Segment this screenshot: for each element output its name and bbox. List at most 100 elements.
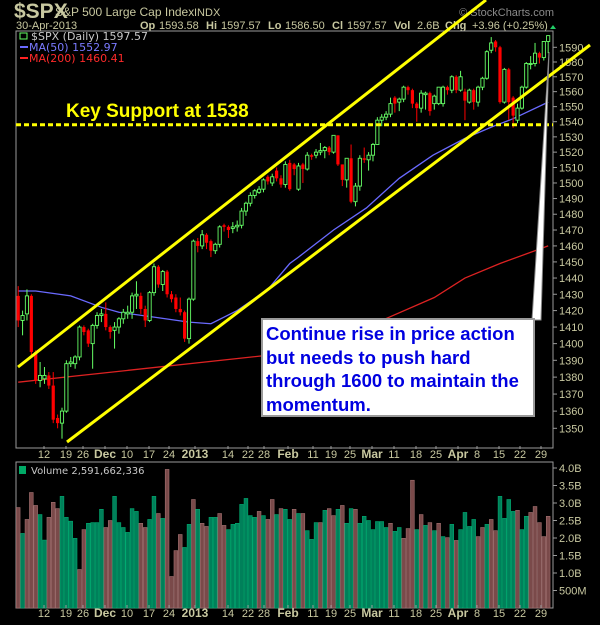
date-tick-label: 25 <box>430 608 442 620</box>
candle <box>99 308 104 323</box>
candle <box>428 91 432 116</box>
candle <box>541 40 546 61</box>
price-tick-label: 1570 <box>559 72 583 84</box>
candle <box>406 85 410 95</box>
volume-bar <box>169 576 174 609</box>
candle-body <box>515 107 520 121</box>
candle <box>34 350 38 384</box>
volume-bar <box>453 540 459 609</box>
volume-bar <box>151 496 157 609</box>
date-tick-label: Apr <box>448 606 469 620</box>
candle-body <box>362 158 366 160</box>
date-tick-label: Feb <box>277 606 298 620</box>
candle-body <box>56 417 60 424</box>
volume-tick-label: 4.0B <box>559 463 582 475</box>
candle <box>156 265 160 288</box>
candle-body <box>186 298 192 340</box>
candle-body <box>393 97 397 104</box>
candle-body <box>178 308 182 313</box>
candle <box>16 286 20 328</box>
candle <box>213 242 218 254</box>
candle-body <box>507 69 511 103</box>
change-value: +3.96 (+0.25%) <box>472 20 548 32</box>
price-tick-label: 1500 <box>559 178 583 190</box>
volume-bar <box>173 550 179 609</box>
candle-body <box>86 330 90 344</box>
volume-bar <box>515 510 520 609</box>
candle-body <box>370 144 376 156</box>
candle <box>217 225 222 248</box>
candle <box>261 178 266 193</box>
price-tick-label: 1420 <box>559 306 583 318</box>
candle-body <box>108 327 112 333</box>
candle <box>47 372 51 389</box>
volume-bar <box>226 529 231 609</box>
volume-bar <box>143 527 148 609</box>
volume-bar <box>107 520 113 609</box>
candle-body <box>174 297 178 309</box>
candle <box>494 39 498 52</box>
candle <box>296 162 301 191</box>
candle <box>305 152 310 171</box>
price-tick-label: 1390 <box>559 355 583 367</box>
price-tick-label: 1370 <box>559 389 583 401</box>
volume-bar <box>20 533 25 609</box>
volume-bar <box>440 536 446 609</box>
date-tick-label: 22 <box>242 608 254 620</box>
candle-body <box>467 89 472 103</box>
volume-bar <box>445 537 450 609</box>
volume-bar <box>112 496 117 609</box>
volume-bar <box>458 529 463 609</box>
candle <box>301 162 305 183</box>
candle <box>436 86 441 106</box>
close-label: Cl <box>332 20 343 32</box>
candle <box>191 239 196 301</box>
volume-bar <box>42 539 47 609</box>
candle-body <box>82 327 86 333</box>
volume-bar <box>493 530 498 609</box>
candle-body <box>29 295 33 352</box>
candle-body <box>502 68 507 103</box>
date-tick-label: 10 <box>121 608 133 620</box>
volume-bar <box>252 517 257 609</box>
volume-bar <box>524 515 529 609</box>
candle <box>467 88 472 104</box>
candle <box>143 305 147 328</box>
price-tick-label: 1440 <box>559 273 583 285</box>
volume-bar <box>418 514 424 609</box>
volume-bar <box>401 538 406 609</box>
candle <box>82 325 86 336</box>
candle-body <box>196 241 200 246</box>
candle-body <box>494 41 498 48</box>
price-tick-label: 1490 <box>559 194 583 206</box>
candle <box>524 61 529 89</box>
candle-body <box>331 134 336 153</box>
candle <box>59 407 65 439</box>
volume-tick-label: 500M <box>559 586 587 598</box>
date-tick-label: 24 <box>163 608 175 620</box>
candle-body <box>94 315 100 326</box>
volume-bar <box>497 496 503 609</box>
candle-body <box>77 326 82 358</box>
candle <box>546 35 551 54</box>
candle <box>511 96 515 128</box>
candle-body <box>248 194 253 204</box>
candle <box>125 305 130 319</box>
price-tick-label: 1410 <box>559 322 583 334</box>
candle-body <box>388 103 393 115</box>
volume-bar <box>340 505 345 609</box>
candle <box>279 175 283 188</box>
volume-tick-label: 2.0B <box>559 533 582 545</box>
price-tick-label: 1480 <box>559 209 583 221</box>
candle <box>239 207 244 229</box>
candle-body <box>275 170 279 179</box>
volume-tick-label: 3.0B <box>559 498 582 510</box>
candle-body <box>121 311 126 320</box>
volume-bar <box>72 538 78 609</box>
volume-bar <box>532 506 538 609</box>
price-tick-label: 1510 <box>559 163 583 175</box>
low-label: Lo <box>268 20 282 32</box>
volume-bar <box>86 522 91 609</box>
candle <box>174 294 178 313</box>
candle <box>476 85 481 107</box>
